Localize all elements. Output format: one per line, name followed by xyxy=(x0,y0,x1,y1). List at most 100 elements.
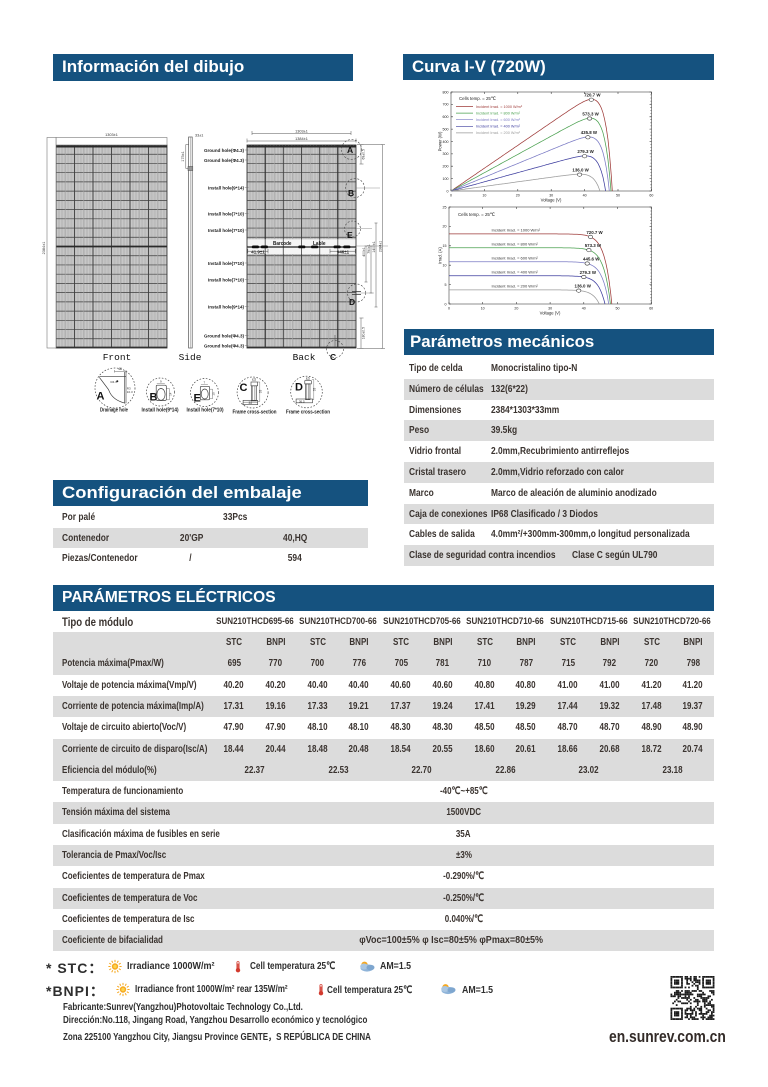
svg-text:14: 14 xyxy=(168,392,172,396)
svg-text:Incident Irrad. = 1000 W/m²: Incident Irrad. = 1000 W/m² xyxy=(476,105,523,109)
svg-text:Back: Back xyxy=(293,352,316,363)
svg-text:0: 0 xyxy=(450,194,452,198)
svg-text:Incident Irrad. = 400 W/m²: Incident Irrad. = 400 W/m² xyxy=(492,270,539,275)
svg-text:2.5: 2.5 xyxy=(252,377,256,381)
svg-text:Ground hole(Φ4.3): Ground hole(Φ4.3) xyxy=(204,333,244,339)
svg-text:2.5: 2.5 xyxy=(306,376,310,380)
svg-text:30: 30 xyxy=(548,307,552,311)
svg-text:Ground hole(Φ4.3): Ground hole(Φ4.3) xyxy=(204,148,244,154)
svg-text:Voltage (V): Voltage (V) xyxy=(540,311,561,316)
svg-text:720.7 W: 720.7 W xyxy=(584,93,601,98)
svg-text:1303±1: 1303±1 xyxy=(295,130,308,134)
svg-text:Incident Irrad. = 1000 W/m²: Incident Irrad. = 1000 W/m² xyxy=(492,228,541,233)
svg-text:25: 25 xyxy=(443,205,447,209)
svg-text:A: A xyxy=(97,391,105,403)
svg-text:Cells temp. = 25℃: Cells temp. = 25℃ xyxy=(458,212,495,217)
svg-text:175±1: 175±1 xyxy=(181,151,185,162)
svg-text:40: 40 xyxy=(118,367,122,371)
svg-text:1303±1: 1303±1 xyxy=(105,133,118,137)
svg-text:200: 200 xyxy=(443,165,449,169)
svg-text:Install hole(7*10): Install hole(7*10) xyxy=(208,211,244,217)
svg-text:Install hole(9*14): Install hole(9*14) xyxy=(208,304,244,310)
svg-text:10: 10 xyxy=(443,264,447,268)
svg-text:0: 0 xyxy=(448,307,450,311)
svg-text:435.8 W: 435.8 W xyxy=(581,130,598,135)
svg-text:Install hole(7*10): Install hole(7*10) xyxy=(208,261,244,267)
svg-text:15: 15 xyxy=(443,244,447,248)
svg-text:50: 50 xyxy=(616,307,620,311)
svg-text:Front: Front xyxy=(103,352,132,363)
svg-text:Incident Irrad. = 800 W/m²: Incident Irrad. = 800 W/m² xyxy=(492,242,539,247)
svg-text:35: 35 xyxy=(249,401,253,405)
svg-text:Incident Irrad. = 800 W/m²: Incident Irrad. = 800 W/m² xyxy=(476,111,521,115)
svg-text:C: C xyxy=(240,382,248,394)
svg-text:50: 50 xyxy=(616,194,620,198)
svg-text:790±1: 790±1 xyxy=(367,244,371,254)
svg-text:33: 33 xyxy=(313,388,317,392)
svg-text:600: 600 xyxy=(443,115,449,119)
svg-text:180±0.5: 180±0.5 xyxy=(361,327,365,339)
svg-text:Ground hole(Φ4.3): Ground hole(Φ4.3) xyxy=(204,343,244,349)
svg-text:10: 10 xyxy=(482,194,486,198)
svg-text:Install hole(9*14): Install hole(9*14) xyxy=(208,185,244,191)
svg-text:33: 33 xyxy=(259,390,263,394)
svg-text:20: 20 xyxy=(516,194,520,198)
svg-text:573.3 W: 573.3 W xyxy=(582,111,599,116)
svg-text:60: 60 xyxy=(649,194,653,198)
svg-text:Install hole(9*14): Install hole(9*14) xyxy=(142,408,179,414)
svg-text:Lable: Lable xyxy=(313,241,326,247)
svg-text:0: 0 xyxy=(445,302,447,306)
svg-text:500: 500 xyxy=(443,127,449,131)
svg-text:279.3 W: 279.3 W xyxy=(577,149,594,154)
svg-text:946±1: 946±1 xyxy=(337,249,350,254)
svg-text:10.3: 10.3 xyxy=(127,390,133,394)
svg-text:Frame cross-section: Frame cross-section xyxy=(286,410,330,416)
svg-text:400: 400 xyxy=(443,140,449,144)
svg-text:69±0.5: 69±0.5 xyxy=(361,149,365,159)
svg-text:2384±1: 2384±1 xyxy=(42,242,46,255)
svg-text:Cells temp. = 25℃: Cells temp. = 25℃ xyxy=(459,96,496,101)
svg-text:700: 700 xyxy=(443,103,449,107)
svg-text:Frame cross-section: Frame cross-section xyxy=(233,410,277,416)
svg-text:1400±1: 1400±1 xyxy=(372,241,376,252)
svg-text:60: 60 xyxy=(649,307,653,311)
svg-text:136.0 W: 136.0 W xyxy=(575,284,592,289)
svg-text:2384±1: 2384±1 xyxy=(379,241,383,252)
svg-text:Side: Side xyxy=(179,352,202,363)
svg-text:Voltage (V): Voltage (V) xyxy=(541,198,562,203)
svg-text:5: 5 xyxy=(445,283,447,287)
svg-text:36.5: 36.5 xyxy=(299,399,305,403)
svg-text:41.9±1: 41.9±1 xyxy=(251,249,265,254)
svg-text:Install hole(7*10): Install hole(7*10) xyxy=(208,228,244,234)
svg-text:Incident Irrad. = 400 W/m²: Incident Irrad. = 400 W/m² xyxy=(476,125,521,129)
svg-text:30: 30 xyxy=(549,194,553,198)
svg-text:279.3 W: 279.3 W xyxy=(580,270,597,275)
svg-text:D: D xyxy=(295,382,303,394)
svg-text:445.6 W: 445.6 W xyxy=(583,257,600,262)
svg-text:800: 800 xyxy=(443,90,449,94)
svg-text:B: B xyxy=(150,392,158,404)
svg-text:R3: R3 xyxy=(127,386,131,390)
svg-text:20: 20 xyxy=(514,307,518,311)
svg-text:33±1: 33±1 xyxy=(195,134,203,138)
svg-text:573.3 W: 573.3 W xyxy=(585,243,602,248)
svg-text:0: 0 xyxy=(447,189,449,193)
svg-text:Install hole(7*10): Install hole(7*10) xyxy=(187,408,224,414)
svg-text:C: C xyxy=(330,352,336,362)
svg-text:Irrad. (A): Irrad. (A) xyxy=(438,247,443,264)
svg-text:E: E xyxy=(194,393,201,405)
svg-text:1384±1: 1384±1 xyxy=(295,137,308,141)
svg-text:10: 10 xyxy=(211,392,215,396)
svg-text:Barcode: Barcode xyxy=(273,241,292,247)
svg-text:100: 100 xyxy=(443,177,449,181)
svg-text:Drainage hole: Drainage hole xyxy=(100,408,128,414)
svg-text:Incident Irrad. = 200 W/m²: Incident Irrad. = 200 W/m² xyxy=(476,131,521,135)
svg-text:20: 20 xyxy=(443,225,447,229)
svg-text:B: B xyxy=(348,188,354,198)
svg-text:Ground hole(Φ4.3): Ground hole(Φ4.3) xyxy=(204,158,244,164)
svg-text:Power (W): Power (W) xyxy=(438,131,443,151)
svg-text:7: 7 xyxy=(203,381,205,385)
svg-text:D: D xyxy=(349,297,355,307)
svg-text:40: 40 xyxy=(582,307,586,311)
svg-text:R4.3: R4.3 xyxy=(111,380,118,384)
